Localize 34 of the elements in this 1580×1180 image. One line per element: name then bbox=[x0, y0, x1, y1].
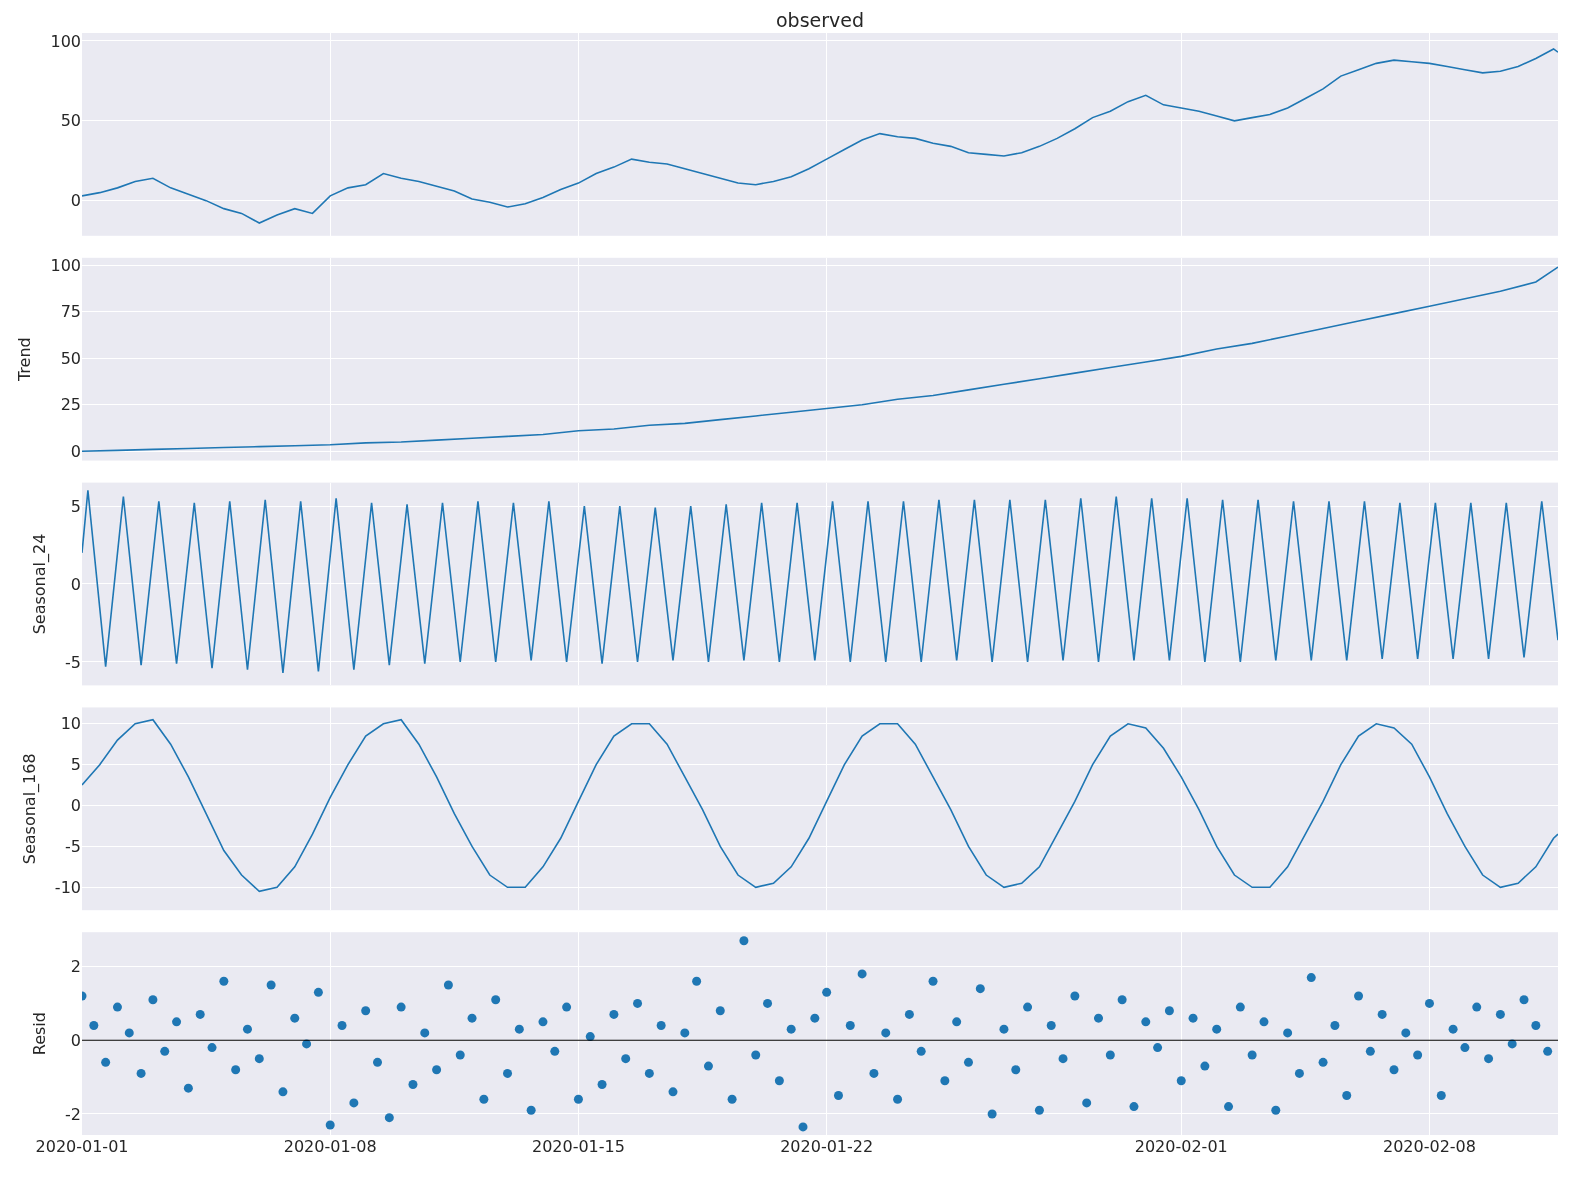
y-tick-label: 0 bbox=[70, 574, 81, 594]
line-series bbox=[82, 718, 1558, 893]
y-tick-label: 0 bbox=[70, 191, 81, 211]
y-tick-label: 0 bbox=[70, 441, 81, 461]
x-tick-label: 2020-01-15 bbox=[531, 1137, 625, 1156]
y-tick-label: 100 bbox=[50, 255, 81, 275]
x-tick-label: 2020-02-01 bbox=[1134, 1137, 1228, 1156]
y-tick-label: 50 bbox=[60, 111, 81, 131]
y-tick-label: 25 bbox=[60, 395, 81, 415]
y-axis-title: Seasonal_24 bbox=[29, 533, 50, 635]
x-tick-label: 2020-01-01 bbox=[35, 1137, 129, 1156]
y-tick-label: 0 bbox=[70, 796, 81, 816]
y-axis-title: Resid bbox=[29, 1012, 49, 1056]
y-tick-label: 100 bbox=[50, 31, 81, 51]
y-tick-label: 2 bbox=[70, 957, 81, 977]
line-series bbox=[82, 48, 1558, 224]
y-tick-label: 75 bbox=[60, 302, 81, 322]
y-tick-label: 0 bbox=[70, 1030, 81, 1050]
y-axis-title: Seasonal_168 bbox=[19, 753, 40, 865]
line-series bbox=[82, 489, 1558, 674]
chart-title: observed bbox=[776, 9, 865, 31]
y-tick-label: 50 bbox=[60, 348, 81, 368]
y-tick-label: -5 bbox=[65, 652, 81, 672]
y-tick-label: -2 bbox=[65, 1104, 81, 1124]
y-tick-label: 5 bbox=[70, 496, 81, 516]
x-tick-label: 2020-01-22 bbox=[780, 1137, 874, 1156]
line-series bbox=[82, 266, 1558, 453]
y-tick-label: 5 bbox=[70, 755, 81, 775]
y-axis-title: Trend bbox=[15, 337, 35, 383]
y-tick-label: 10 bbox=[60, 714, 81, 734]
x-tick-label: 2020-01-08 bbox=[283, 1137, 377, 1156]
y-tick-label: -5 bbox=[65, 837, 81, 857]
y-tick-label: -10 bbox=[54, 877, 81, 897]
x-tick-label: 2020-02-08 bbox=[1382, 1137, 1476, 1156]
